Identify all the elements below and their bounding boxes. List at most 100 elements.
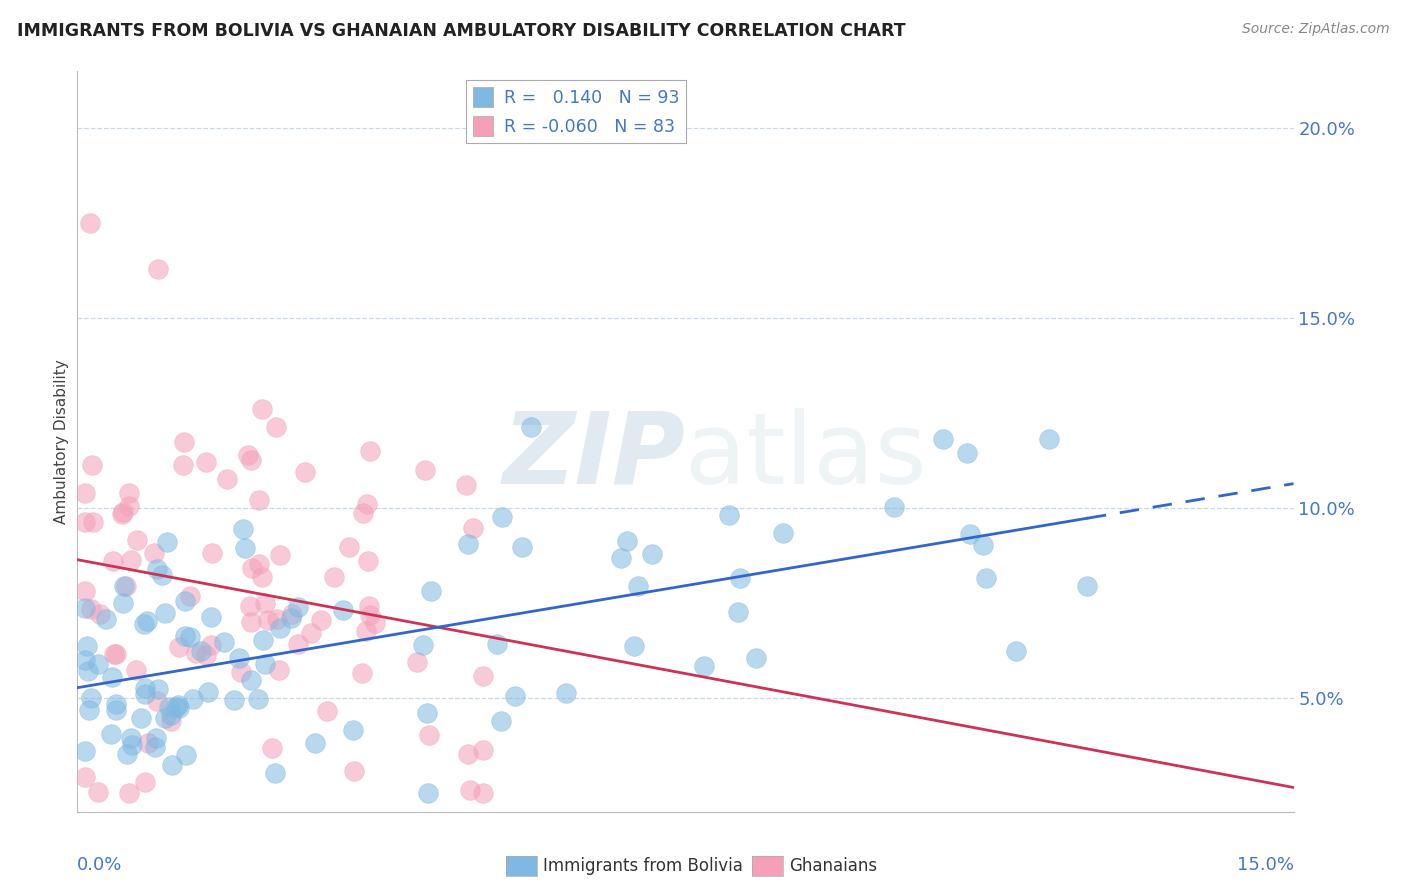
Point — [250, 401, 273, 416]
Legend: R =   0.140   N = 93, R = -0.060   N = 83: R = 0.140 N = 93, R = -0.060 N = 83 — [465, 80, 686, 143]
Point — [129, 711, 152, 725]
Point — [616, 533, 638, 548]
Point — [294, 465, 316, 479]
Point — [114, 579, 136, 593]
Point — [159, 714, 181, 728]
Point — [200, 638, 222, 652]
Point — [1004, 644, 1026, 658]
Point — [82, 515, 104, 529]
Point — [167, 698, 190, 712]
Point — [238, 448, 260, 462]
Point — [150, 567, 173, 582]
Point — [118, 486, 141, 500]
Point — [239, 615, 262, 629]
Point — [179, 630, 201, 644]
Point — [247, 557, 270, 571]
Point — [266, 612, 288, 626]
Y-axis label: Ambulatory Disability: Ambulatory Disability — [53, 359, 69, 524]
Point — [232, 522, 254, 536]
Point — [356, 497, 378, 511]
Point — [174, 747, 197, 762]
Point — [104, 698, 127, 712]
Point — [174, 629, 197, 643]
Point — [212, 635, 235, 649]
Point — [155, 606, 177, 620]
Point — [252, 632, 274, 647]
Point — [458, 783, 481, 797]
Point — [77, 664, 100, 678]
Point — [146, 562, 169, 576]
Point — [148, 682, 170, 697]
Point — [315, 704, 337, 718]
Point — [145, 731, 167, 745]
Point — [75, 583, 97, 598]
Point — [974, 571, 997, 585]
Point — [416, 786, 439, 800]
Point — [257, 613, 280, 627]
Point — [80, 602, 103, 616]
Point — [89, 607, 111, 621]
Point — [80, 691, 103, 706]
Point — [342, 723, 364, 738]
Point — [146, 261, 169, 276]
Point — [512, 540, 534, 554]
Point — [156, 534, 179, 549]
Point — [100, 727, 122, 741]
Point — [263, 765, 285, 780]
Point — [195, 648, 218, 663]
Point — [103, 647, 125, 661]
Point — [179, 589, 201, 603]
Point — [121, 738, 143, 752]
Point — [87, 785, 110, 799]
Point — [486, 637, 509, 651]
Point — [413, 463, 436, 477]
Point — [420, 583, 443, 598]
Point — [269, 621, 291, 635]
Point — [693, 659, 716, 673]
Point — [160, 757, 183, 772]
Point — [246, 692, 269, 706]
Point — [287, 637, 309, 651]
Point — [463, 521, 485, 535]
Point — [343, 764, 366, 778]
Point — [239, 599, 262, 614]
Point — [194, 455, 217, 469]
Point — [323, 570, 346, 584]
Point — [610, 551, 633, 566]
Point — [264, 419, 287, 434]
Point — [332, 603, 354, 617]
Point — [167, 700, 190, 714]
Point — [357, 599, 380, 614]
Point — [1076, 579, 1098, 593]
Point — [412, 638, 434, 652]
Point — [359, 608, 381, 623]
Point — [173, 435, 195, 450]
Point — [136, 614, 159, 628]
Point — [491, 509, 513, 524]
Point — [418, 728, 440, 742]
Point — [145, 694, 167, 708]
Point — [240, 561, 263, 575]
Point — [184, 646, 207, 660]
Point — [165, 699, 187, 714]
Point — [75, 601, 97, 615]
Point — [262, 740, 284, 755]
Point — [120, 731, 142, 745]
Point — [124, 664, 146, 678]
Point — [79, 216, 101, 230]
Point — [250, 569, 273, 583]
Point — [172, 458, 194, 472]
Text: ZIP: ZIP — [502, 408, 686, 505]
Point — [197, 685, 219, 699]
Point — [357, 554, 380, 568]
Point — [240, 453, 263, 467]
Point — [471, 669, 494, 683]
Point — [222, 693, 245, 707]
Point — [253, 657, 276, 671]
Point — [337, 540, 360, 554]
Point — [167, 640, 190, 654]
Point — [254, 597, 277, 611]
Point — [183, 692, 205, 706]
Point — [457, 537, 479, 551]
Point — [972, 538, 994, 552]
